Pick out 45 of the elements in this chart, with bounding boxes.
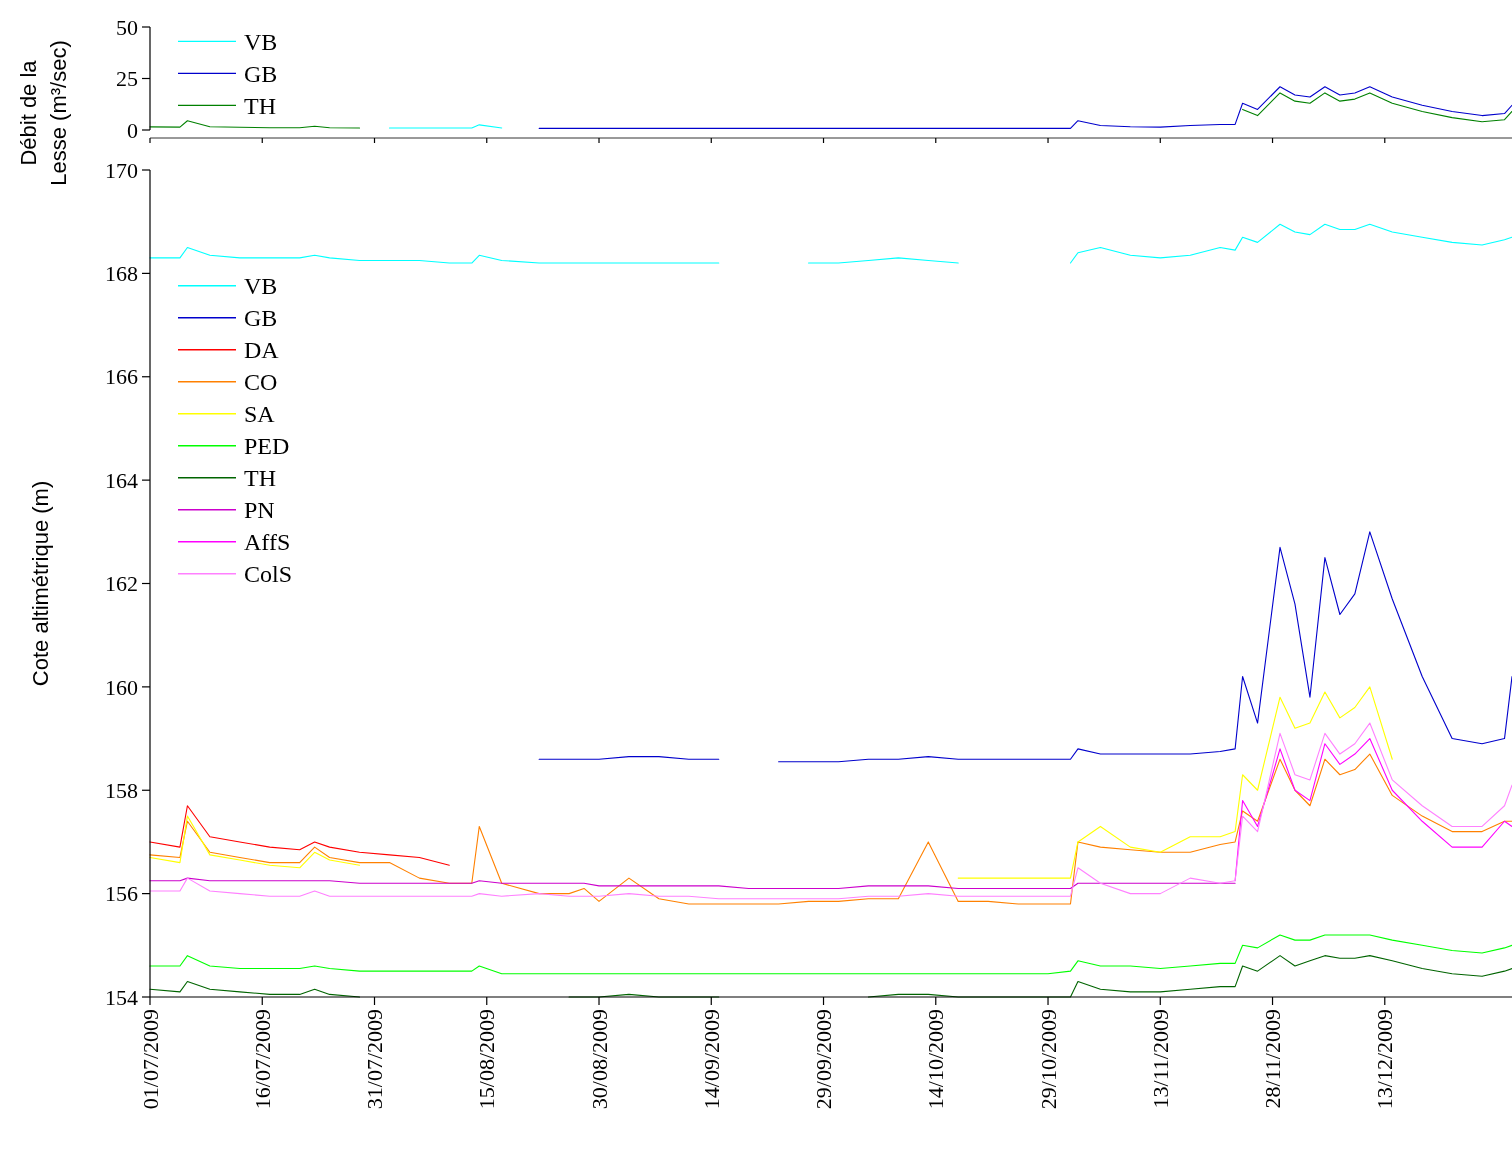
x-tick-label: 28/11/2009 [1260, 1009, 1286, 1109]
line-series [149, 753, 1512, 905]
legend-label: GB [244, 305, 278, 332]
legend-label: VB [244, 273, 278, 300]
x-tick-label: 29/10/2009 [1035, 1009, 1061, 1110]
y-axis-title: Débit de la Lesse (m³/sec) [16, 40, 71, 186]
legend-label: AffS [244, 529, 291, 556]
x-tick-label: 14/10/2009 [923, 1009, 949, 1110]
line-series [149, 805, 450, 866]
y-tick-label: 158 [105, 777, 138, 803]
legend-label: CO [244, 369, 278, 396]
y-tick-label: 154 [105, 984, 138, 1010]
line-series [149, 877, 1236, 890]
x-tick-label: 30/08/2009 [586, 1009, 612, 1110]
legend-label: GB [244, 60, 278, 87]
y-tick-label: 168 [105, 261, 138, 287]
x-tick-label: 16/07/2009 [249, 1009, 275, 1110]
x-tick-label: 13/11/2009 [1147, 1009, 1173, 1109]
x-tick-label: 13/12/2009 [1372, 1009, 1398, 1110]
y-tick-label: 164 [105, 467, 138, 493]
legend-label: ColS [244, 561, 293, 588]
legend-label: TH [244, 92, 276, 119]
legend-label: TH [244, 465, 276, 492]
y-tick-label: 160 [105, 674, 138, 700]
line-series [538, 86, 1512, 129]
y-tick-label: 25 [116, 66, 138, 92]
y-axis-title: Cote altimétrique (m) [28, 480, 53, 687]
y-tick-label: 0 [127, 117, 138, 143]
x-tick-label: 29/09/2009 [811, 1009, 837, 1110]
x-tick-label: 31/07/2009 [362, 1009, 388, 1110]
legend-label: SA [244, 401, 276, 428]
y-tick-label: 166 [105, 364, 138, 390]
y-tick-label: 50 [116, 14, 138, 40]
y-tick-label: 170 [105, 157, 138, 183]
y-tick-label: 162 [105, 571, 138, 597]
line-series [149, 722, 1512, 900]
y-tick-label: 156 [105, 881, 138, 907]
line-series [149, 934, 1512, 975]
legend-label: PED [244, 433, 290, 460]
x-tick-label: 01/07/2009 [137, 1009, 163, 1110]
legend-label: VB [244, 28, 278, 55]
x-tick-label: 15/08/2009 [474, 1009, 500, 1110]
legend-label: DA [244, 337, 280, 364]
x-tick-label: 14/09/2009 [698, 1009, 724, 1110]
legend-label: PN [244, 497, 275, 524]
